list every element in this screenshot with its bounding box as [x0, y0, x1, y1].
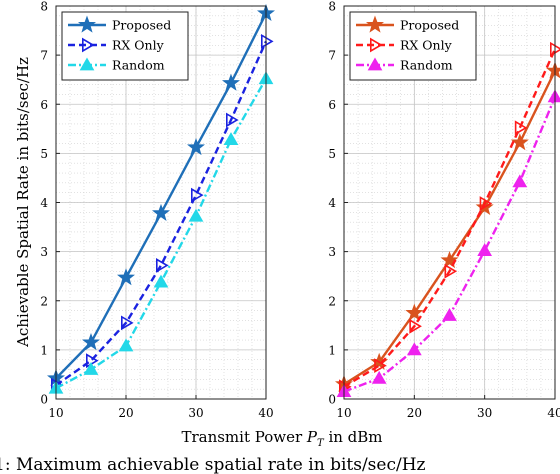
figure-caption: 1: Maximum achievable spatial rate in bi… — [0, 455, 426, 474]
data-point-rx-only — [444, 263, 458, 279]
data-point-rx-only — [226, 112, 239, 128]
legend: Proposed RX Only Random — [61, 11, 189, 81]
data-point-random — [223, 132, 239, 145]
x-tick-label: 20 — [118, 406, 133, 420]
data-point-proposed — [186, 138, 206, 156]
legend-label: Proposed — [400, 18, 459, 33]
y-tick-label: 5 — [40, 147, 48, 161]
y-tick-label: 6 — [40, 98, 48, 112]
y-tick-label: 8 — [40, 0, 48, 14]
data-point-proposed — [116, 268, 136, 286]
y-tick-label: 7 — [40, 49, 48, 63]
data-point-random — [512, 174, 528, 188]
data-point-proposed — [151, 203, 171, 221]
legend-label: RX Only — [400, 38, 453, 53]
y-tick-label: 2 — [40, 294, 48, 308]
data-point-rx-only — [374, 358, 387, 373]
data-point-random — [188, 208, 204, 222]
y-tick-label: 4 — [40, 196, 48, 210]
data-point-random — [83, 362, 99, 375]
x-axis-label-var: P — [306, 428, 318, 446]
data-point-random — [118, 338, 134, 352]
series-line-rx-only — [343, 48, 557, 388]
legend: Proposed RX Only Random — [349, 11, 477, 81]
x-tick-label: 30 — [188, 406, 203, 420]
x-axis-label-sub: T — [317, 438, 325, 449]
data-point-rx-only — [156, 257, 169, 273]
chart-panel-right: 10 20 30 40 0 1 2 3 4 5 6 7 8 Proposed RX Only Random — [328, 0, 560, 420]
x-tick-label: 40 — [258, 406, 273, 420]
x-axis-label: Transmit Power PT in dBm — [181, 428, 382, 449]
data-point-proposed — [440, 251, 459, 269]
legend-marker — [369, 37, 383, 53]
data-point-rx-only — [479, 196, 493, 211]
legend-label: Random — [400, 58, 453, 73]
data-point-proposed — [81, 333, 101, 351]
data-point-proposed — [510, 133, 529, 151]
y-tick-label: 8 — [328, 0, 336, 14]
y-tick-label: 1 — [328, 343, 336, 357]
y-tick-label: 2 — [328, 294, 336, 308]
data-point-random — [477, 243, 493, 257]
chart-panel-left: 10 20 30 40 0 1 2 3 4 5 6 7 8 Proposed RX Only Random — [40, 0, 276, 420]
x-tick-label: 20 — [407, 406, 422, 420]
legend-marker — [77, 15, 97, 33]
y-tick-label: 0 — [40, 393, 48, 407]
y-tick-label: 4 — [328, 196, 336, 210]
data-point-random — [153, 274, 169, 288]
data-point-random — [406, 342, 422, 356]
legend-label: Random — [112, 58, 165, 73]
x-axis-label-main: Transmit Power — [181, 428, 306, 446]
data-point-rx-only — [191, 187, 204, 203]
y-tick-label: 1 — [40, 343, 48, 357]
x-axis-label-tail: in dBm — [324, 428, 383, 446]
x-tick-label: 10 — [48, 406, 63, 420]
y-tick-label: 3 — [40, 245, 48, 259]
legend-label: RX Only — [112, 38, 165, 53]
legend-marker — [82, 37, 95, 53]
y-tick-label: 7 — [328, 49, 336, 63]
y-tick-label: 0 — [328, 393, 336, 407]
series-line-rx-only — [55, 40, 268, 387]
data-point-random — [371, 370, 387, 384]
data-point-rx-only — [514, 120, 528, 136]
data-point-rx-only — [549, 41, 560, 57]
y-axis-label: Achievable Spatial Rate in bits/sec/Hz — [14, 57, 32, 348]
legend-label: Proposed — [112, 18, 171, 33]
data-point-rx-only — [121, 315, 134, 331]
legend-marker — [365, 15, 385, 33]
data-point-proposed — [221, 73, 241, 91]
data-point-rx-only — [260, 33, 274, 49]
legend-marker — [367, 57, 383, 71]
y-tick-label: 6 — [328, 98, 336, 112]
x-tick-label: 10 — [336, 406, 351, 420]
x-tick-label: 40 — [547, 406, 560, 420]
y-tick-label: 3 — [328, 245, 336, 259]
legend-marker — [79, 57, 95, 71]
y-tick-label: 5 — [328, 147, 336, 161]
data-point-random — [442, 307, 457, 321]
data-point-proposed — [405, 303, 424, 321]
data-point-rx-only — [409, 318, 422, 334]
x-tick-label: 30 — [477, 406, 492, 420]
